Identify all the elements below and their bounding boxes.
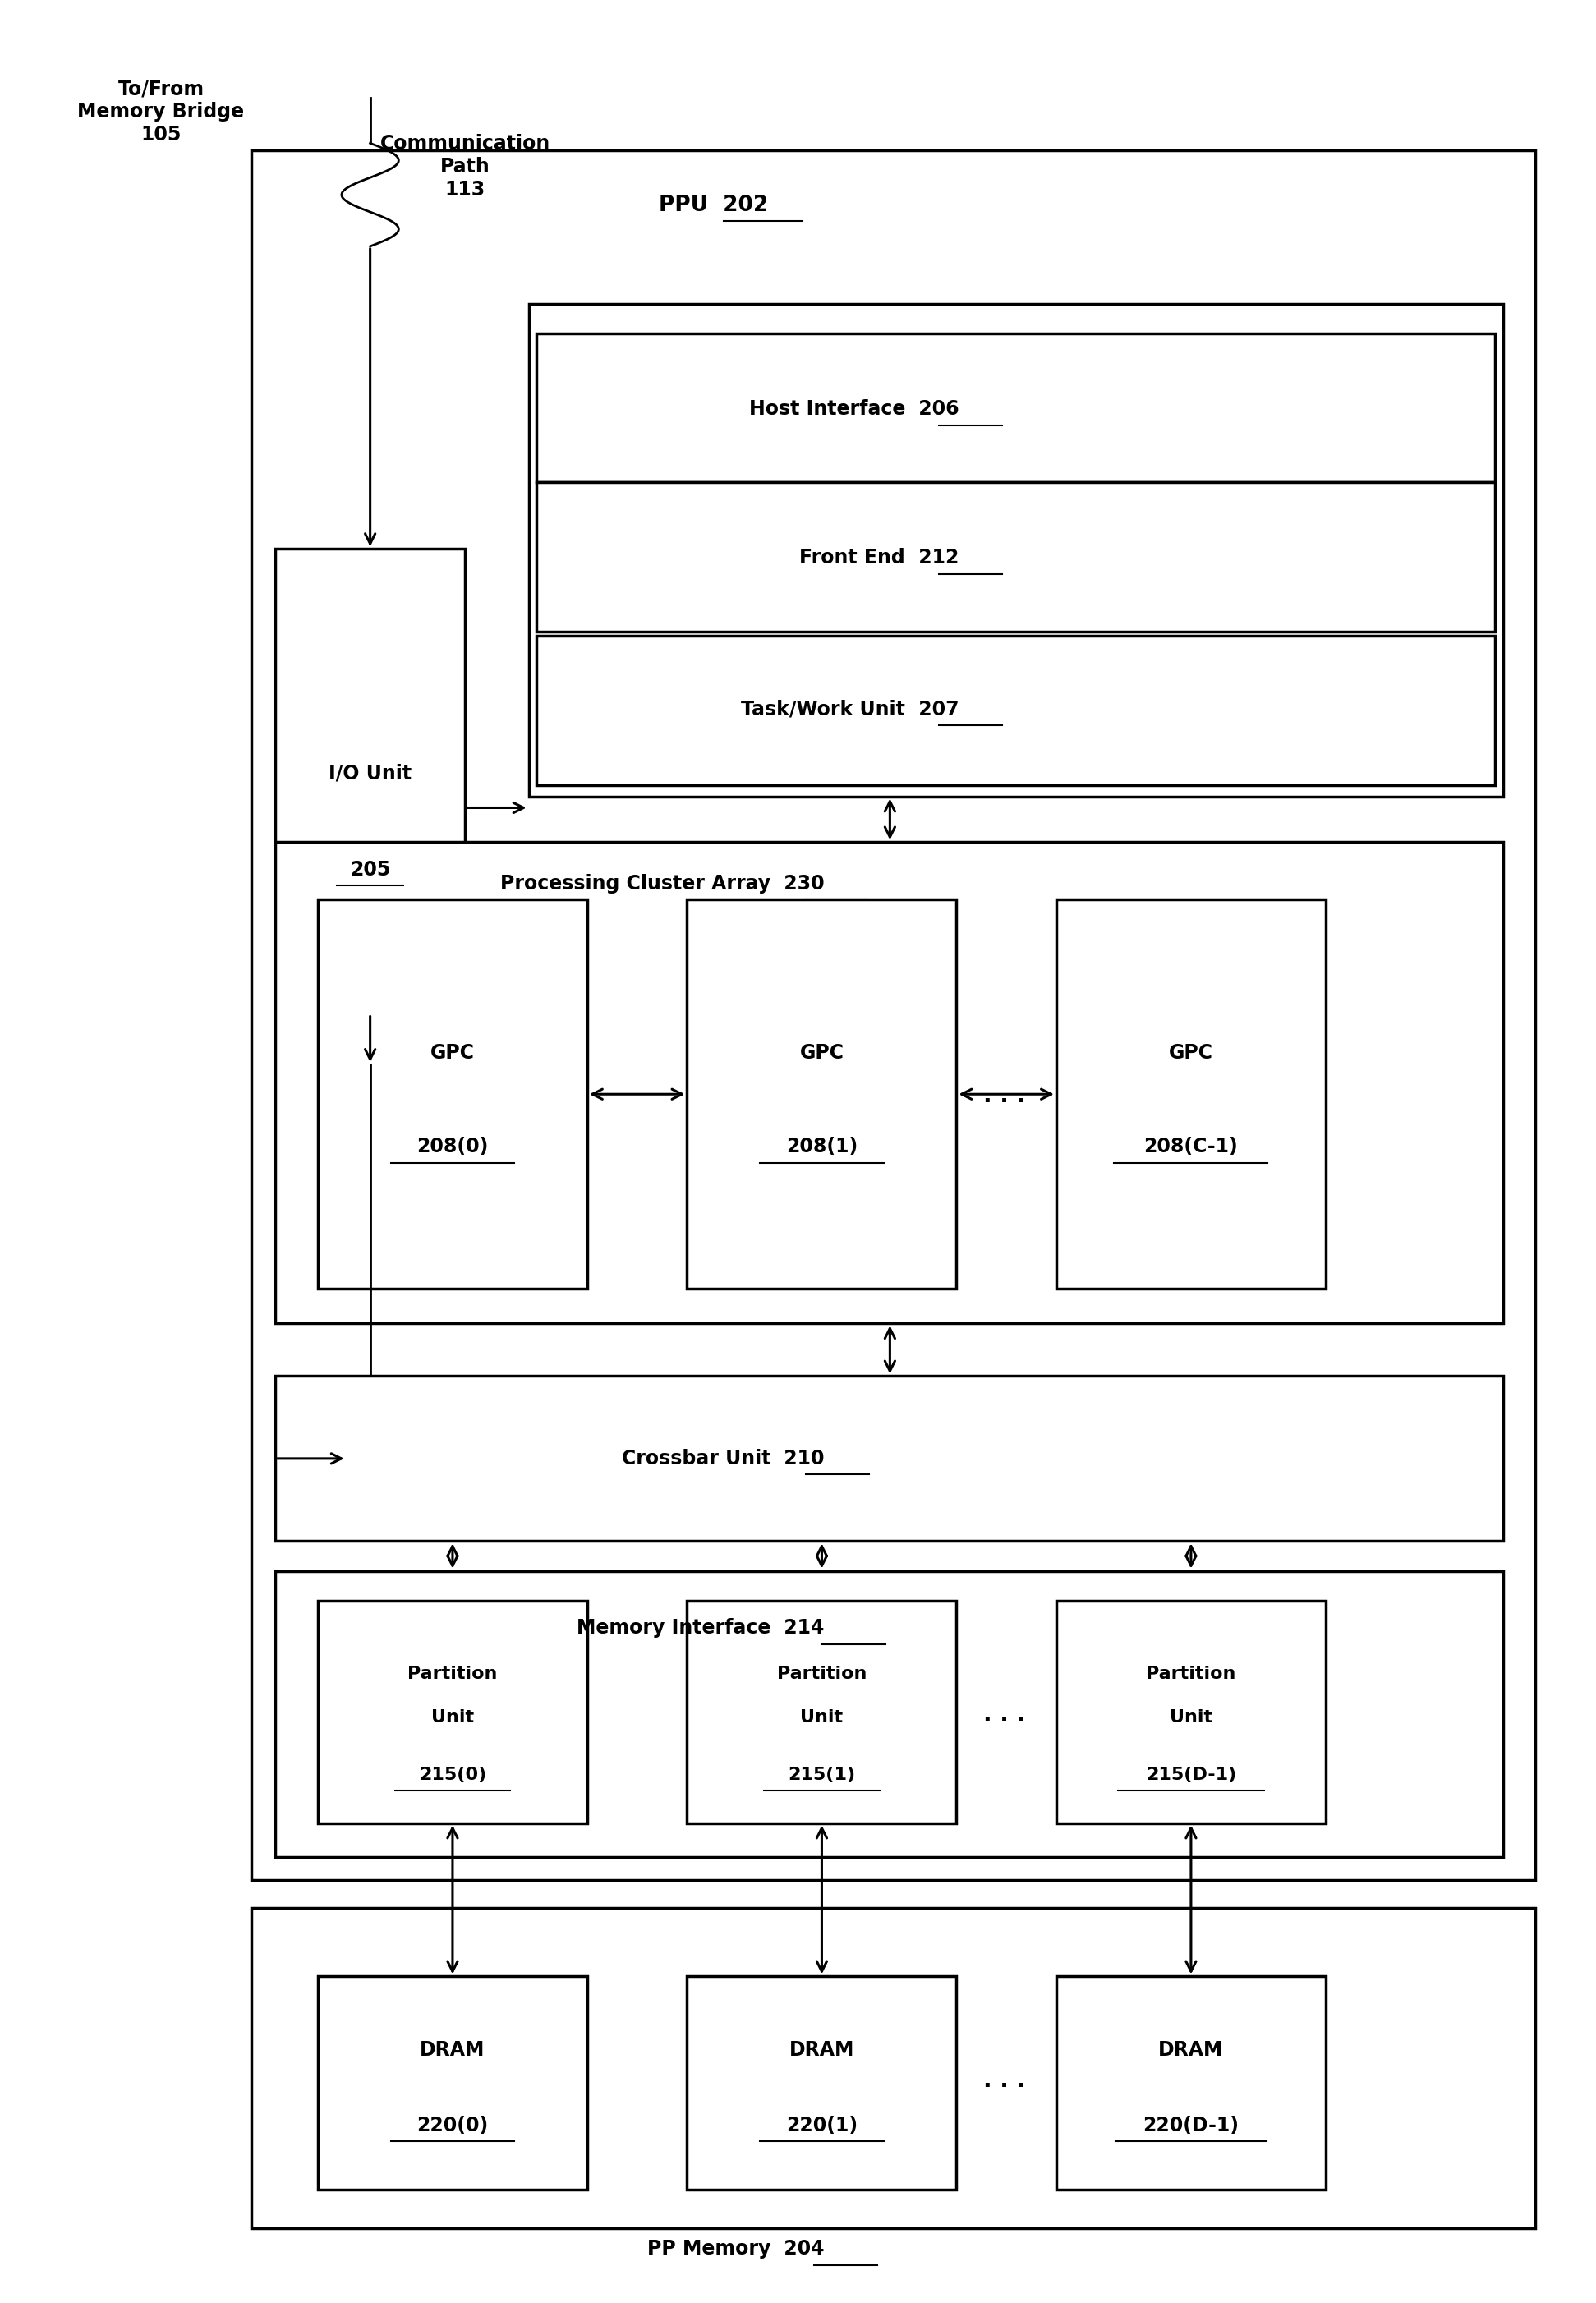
Bar [528,304,1503,797]
Text: 220(D-1): 220(D-1) [1143,2116,1238,2135]
Bar [275,548,466,1064]
Text: 220(1): 220(1) [785,2116,857,2135]
Bar [275,1377,1503,1541]
Bar [1057,1976,1326,2190]
Text: Unit: Unit [431,1709,474,1725]
Text: 230: 230 [777,873,825,894]
Text: DRAM: DRAM [420,2040,485,2059]
Text: · · ·: · · · [983,1709,1025,1732]
Bar [318,1601,587,1824]
Text: 208(0): 208(0) [417,1138,488,1156]
Bar [1057,900,1326,1290]
Bar [688,900,956,1290]
Text: Processing Cluster Array: Processing Cluster Array [500,873,777,894]
Text: Crossbar Unit: Crossbar Unit [621,1449,777,1469]
Text: GPC: GPC [800,1043,844,1062]
Text: Unit: Unit [800,1709,843,1725]
Text: DRAM: DRAM [1159,2040,1224,2059]
Bar [536,636,1495,785]
Bar [318,900,587,1290]
Text: DRAM: DRAM [788,2040,854,2059]
Text: 208(1): 208(1) [785,1138,857,1156]
Text: Communication
Path
113: Communication Path 113 [380,134,551,200]
Text: 204: 204 [777,2239,825,2259]
Text: PPU: PPU [659,193,715,216]
Bar [688,1976,956,2190]
Text: · · ·: · · · [983,2075,1025,2098]
Text: 206: 206 [911,398,959,419]
Text: 215(D-1): 215(D-1) [1146,1766,1237,1783]
Text: Host Interface: Host Interface [749,398,911,419]
Bar [251,1907,1535,2229]
Bar [275,1571,1503,1856]
Text: 215(1): 215(1) [788,1766,855,1783]
Text: To/From
Memory Bridge
105: To/From Memory Bridge 105 [78,78,244,145]
Text: · · ·: · · · [983,1089,1025,1112]
Bar [536,481,1495,631]
Text: Partition: Partition [777,1665,867,1681]
Bar [536,334,1495,481]
Text: 212: 212 [911,548,959,569]
Text: Memory Interface: Memory Interface [576,1619,777,1637]
Text: I/O Unit: I/O Unit [329,765,412,783]
Text: Partition: Partition [1146,1665,1235,1681]
Bar [251,150,1535,1879]
Text: PP Memory: PP Memory [646,2239,777,2259]
Bar [1057,1601,1326,1824]
Text: 220(0): 220(0) [417,2116,488,2135]
Text: 210: 210 [777,1449,825,1469]
Text: Partition: Partition [407,1665,498,1681]
Text: GPC: GPC [1168,1043,1213,1062]
Bar [275,843,1503,1324]
Text: 207: 207 [911,700,959,719]
Text: 205: 205 [350,859,391,880]
Text: 215(0): 215(0) [418,1766,487,1783]
Text: GPC: GPC [431,1043,474,1062]
Bar [688,1601,956,1824]
Text: 202: 202 [715,193,768,216]
Text: 214: 214 [777,1619,825,1637]
Bar [318,1976,587,2190]
Text: Front End: Front End [800,548,911,569]
Text: 208(C-1): 208(C-1) [1144,1138,1238,1156]
Text: Unit: Unit [1170,1709,1213,1725]
Text: Task/Work Unit: Task/Work Unit [741,700,911,719]
